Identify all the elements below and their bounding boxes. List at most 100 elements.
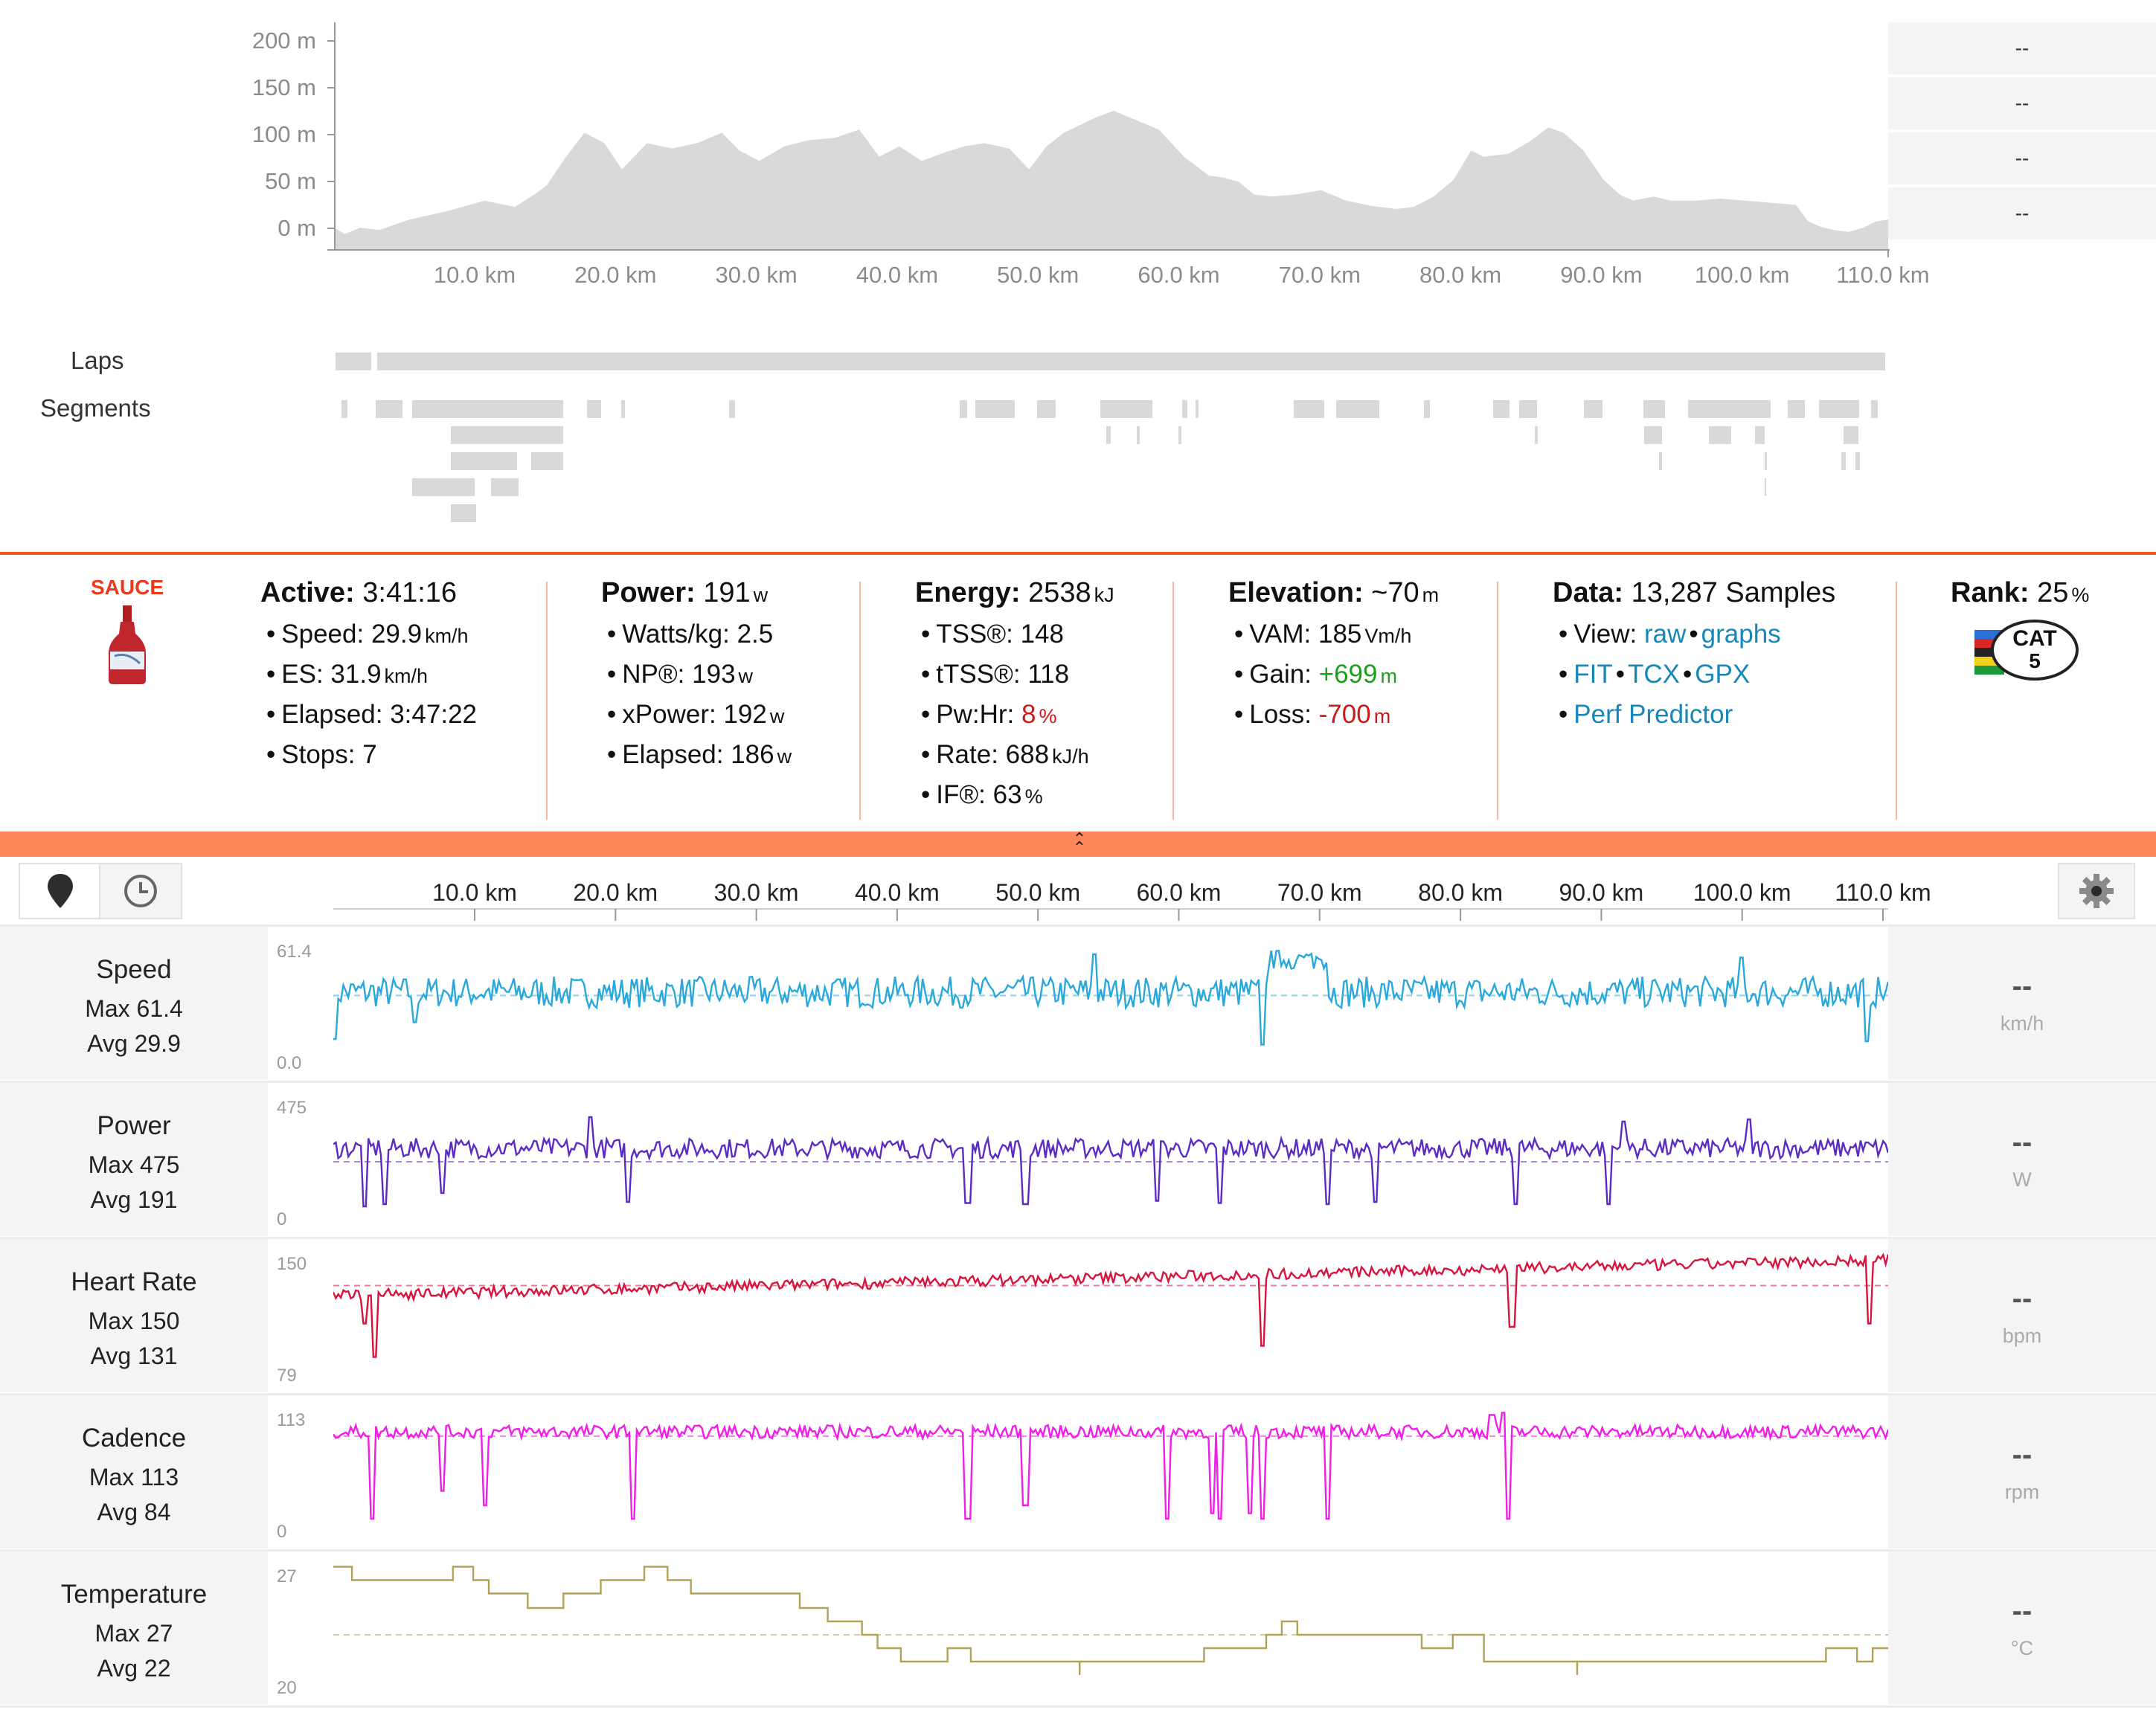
cat-rank-badge[interactable]: CAT 5 [1974, 617, 2079, 684]
stream-chart-power[interactable] [333, 1095, 1888, 1221]
segment-bar[interactable] [587, 400, 601, 418]
lap-bar[interactable] [336, 353, 371, 370]
stat-if-value: 63 [992, 780, 1022, 809]
segment-bar[interactable] [341, 400, 347, 418]
stream-unit: °C [2010, 1637, 2034, 1659]
segment-bar[interactable] [1196, 400, 1199, 418]
segment-bar[interactable] [1819, 400, 1859, 418]
settings-button[interactable] [2058, 863, 2135, 919]
stream-row-power[interactable]: Power Max 475 Avg 191 475 0 -- W [0, 1081, 2156, 1236]
stat-stops-label: Stops: [281, 740, 356, 769]
segment-bar[interactable] [1137, 426, 1140, 444]
collapse-divider[interactable]: ⌃ ⌃ [0, 829, 2156, 857]
segment-bar[interactable] [1424, 400, 1430, 418]
segment-bar[interactable] [1688, 400, 1771, 418]
collapse-chevron-icon[interactable]: ⌃ ⌃ [1072, 829, 1087, 857]
stat-energy-unit: kJ [1094, 584, 1114, 606]
stat-speed-unit: km/h [425, 625, 469, 647]
segment-bar[interactable] [451, 504, 476, 522]
segment-bar[interactable] [960, 400, 967, 418]
segment-bar[interactable] [1844, 426, 1858, 444]
segment-bar[interactable] [451, 452, 517, 470]
stat-rate-value: 688 [1005, 740, 1050, 769]
perf-predictor-link[interactable]: Perf Predictor [1573, 700, 1733, 729]
stream-row-hr[interactable]: Heart Rate Max 150 Avg 131 150 79 -- bpm [0, 1237, 2156, 1392]
stream-y-max: 113 [277, 1410, 306, 1430]
stat-np-value: 193 [692, 660, 736, 689]
raw-link[interactable]: raw [1643, 620, 1687, 649]
lap-bar[interactable] [377, 353, 1885, 370]
stream-chart-cadence[interactable] [333, 1407, 1888, 1534]
segment-bar[interactable] [1100, 400, 1152, 418]
segment-bar[interactable] [1659, 452, 1662, 470]
stream-chart-speed[interactable] [333, 939, 1888, 1065]
segment-bar[interactable] [1643, 400, 1665, 418]
stat-tss-label: TSS®: [936, 620, 1013, 649]
stat-elapsed-power-unit: w [777, 745, 792, 768]
segment-bar[interactable] [1519, 400, 1537, 418]
segment-bar[interactable] [491, 478, 519, 496]
stat-np-label: NP®: [622, 660, 685, 689]
segment-bar[interactable] [451, 426, 563, 444]
segment-bar[interactable] [1584, 400, 1602, 418]
stream-row-cadence[interactable]: Cadence Max 113 Avg 84 113 0 -- rpm [0, 1393, 2156, 1548]
stream-chart-hr[interactable] [333, 1251, 1888, 1377]
stream-line-hr [333, 1252, 1888, 1358]
segment-bar[interactable] [1855, 452, 1860, 470]
stream-row-temp[interactable]: Temperature Max 27 Avg 22 27 20 -- °C [0, 1549, 2156, 1705]
graphs-link[interactable]: graphs [1701, 620, 1781, 649]
segment-bar[interactable] [1841, 452, 1846, 470]
segment-bar[interactable] [1644, 426, 1662, 444]
segment-bar[interactable] [412, 478, 475, 496]
segment-bar[interactable] [1037, 400, 1056, 418]
stat-speed-value: 29.9 [370, 620, 423, 649]
segment-bar[interactable] [1788, 400, 1805, 418]
segment-bar[interactable] [1765, 478, 1766, 496]
stat-elapsed-power-label: Elapsed: [622, 740, 724, 769]
segment-bar[interactable] [1535, 426, 1538, 444]
stream-unit: W [2012, 1168, 2032, 1191]
map-tab[interactable] [19, 863, 102, 919]
stat-energy-value: 2538 [1028, 577, 1091, 608]
stats-rank-column: Rank: 25% CAT 5 [1951, 577, 2089, 684]
stream-chart-temp[interactable] [333, 1563, 1888, 1690]
segment-bar[interactable] [1336, 400, 1379, 418]
segment-bar[interactable] [1493, 400, 1509, 418]
fit-export-link[interactable]: FIT [1573, 660, 1613, 689]
segment-bar[interactable] [1294, 400, 1324, 418]
gpx-export-link[interactable]: GPX [1695, 660, 1751, 689]
time-tab[interactable] [99, 863, 182, 919]
segment-bar[interactable] [412, 400, 563, 418]
stat-pwhr-value: 8 [1021, 700, 1036, 729]
gear-icon [2079, 874, 2114, 908]
segment-bar[interactable] [1178, 426, 1181, 444]
stat-es-label: ES: [281, 660, 324, 689]
segment-bar[interactable] [1106, 426, 1111, 444]
segment-bar[interactable] [975, 400, 1015, 418]
stream-title: Cadence [81, 1424, 187, 1453]
elevation-profile-area [335, 111, 1888, 250]
stat-elevation-unit: m [1422, 584, 1440, 606]
stat-ttss-label: tTSS®: [936, 660, 1021, 689]
stat-tss-value: 148 [1020, 620, 1064, 649]
tcx-export-link[interactable]: TCX [1628, 660, 1681, 689]
elevation-chart[interactable] [0, 0, 2156, 298]
segment-bar[interactable] [729, 400, 735, 418]
segment-bar[interactable] [621, 400, 625, 418]
stat-ttss-value: 118 [1027, 660, 1070, 689]
stream-title: Temperature [60, 1580, 208, 1609]
stat-elapsed-power-value: 186 [731, 740, 774, 769]
stream-label-panel: Speed Max 61.4 Avg 29.9 [0, 927, 268, 1080]
segment-bar[interactable] [1871, 400, 1878, 418]
segment-bar[interactable] [376, 400, 402, 418]
stat-active-label: Active: [260, 577, 355, 608]
stream-current-value: -- [2012, 1282, 2033, 1315]
segment-bar[interactable] [1182, 400, 1187, 418]
segment-bar[interactable] [1755, 426, 1765, 444]
segment-bar[interactable] [1709, 426, 1731, 444]
segment-bar[interactable] [1765, 452, 1767, 470]
segment-bar[interactable] [531, 452, 563, 470]
stream-avg: Avg 22 [97, 1655, 171, 1682]
sauce-logo[interactable]: SAUCE [83, 576, 171, 689]
stream-row-speed[interactable]: Speed Max 61.4 Avg 29.9 61.4 0.0 -- km/h [0, 924, 2156, 1080]
